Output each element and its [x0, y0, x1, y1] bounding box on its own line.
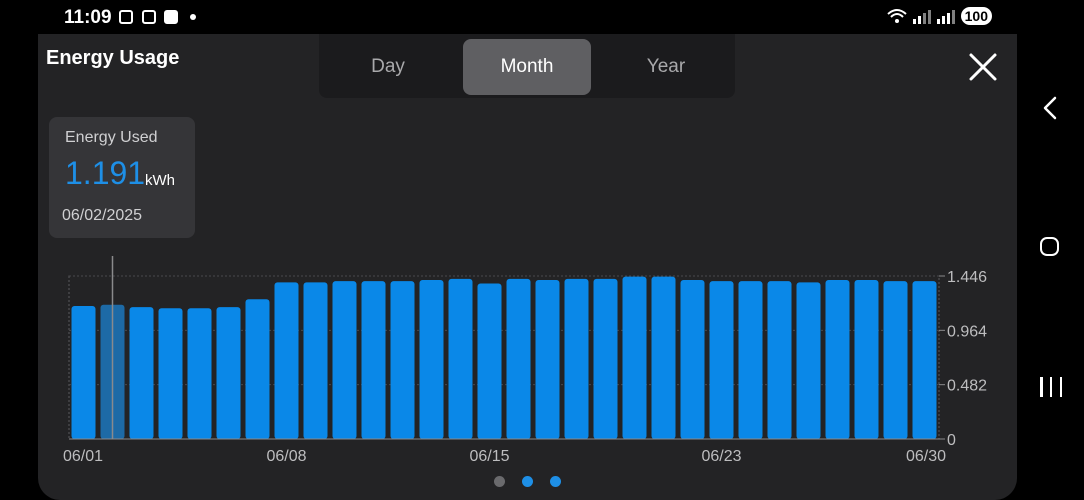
pager-dot[interactable]: [522, 476, 533, 487]
period-tab-bar: Day Month Year: [319, 34, 735, 98]
tooltip-date: 06/02/2025: [62, 207, 143, 224]
status-bar: 11:09 100: [0, 0, 1084, 34]
chart-bar[interactable]: [361, 281, 386, 439]
close-icon[interactable]: [968, 52, 998, 82]
page-title: Energy Usage: [46, 47, 180, 69]
energy-bar-chart[interactable]: 1.446 0.964 0.482 0 06/01 06/08 06/15 06/23 06/3…: [38, 34, 1017, 500]
chart-bar[interactable]: [245, 299, 270, 439]
tooltip-value: 1.191: [65, 155, 146, 191]
chart-bar[interactable]: [767, 281, 792, 439]
y-tick-label: 1.446: [947, 269, 987, 286]
y-tick-label: 0.482: [947, 378, 987, 395]
more-notifications-dot: [190, 14, 196, 20]
chart-bar[interactable]: [564, 278, 589, 439]
tab-month[interactable]: Month: [463, 39, 591, 95]
x-tick-label: 06/23: [701, 448, 741, 465]
screen-record-notification-icon: [142, 10, 156, 24]
pager-dot[interactable]: [494, 476, 505, 487]
chart-bar[interactable]: [448, 278, 473, 439]
x-tick-label: 06/15: [469, 448, 509, 465]
battery-indicator: 100: [960, 7, 992, 25]
chart-bar[interactable]: [129, 307, 154, 439]
pager-dot[interactable]: [550, 476, 561, 487]
home-button[interactable]: [1040, 237, 1059, 256]
chart-bar[interactable]: [680, 280, 705, 439]
chart-bar[interactable]: [332, 281, 357, 439]
chart-bar[interactable]: [303, 282, 328, 439]
wifi-icon: [886, 9, 907, 23]
energy-usage-panel: Energy Usage Day Month Year Energy Used …: [38, 34, 1017, 500]
chart-bar[interactable]: [477, 283, 502, 439]
x-tick-label: 06/30: [906, 448, 946, 465]
chart-bar[interactable]: [71, 305, 96, 439]
status-time: 11:09: [64, 7, 112, 28]
chart-bar[interactable]: [709, 281, 734, 439]
app-notification-icon: [164, 10, 178, 24]
chart-bar[interactable]: [535, 280, 560, 439]
chart-bar[interactable]: [419, 280, 444, 439]
recent-apps-button[interactable]: [1040, 377, 1062, 397]
chart-bar[interactable]: [883, 281, 908, 439]
chart-bar[interactable]: [158, 308, 183, 439]
tooltip-unit: kWh: [145, 172, 175, 189]
x-tick-label: 06/08: [266, 448, 306, 465]
chart-bar[interactable]: [390, 281, 415, 439]
chart-bar[interactable]: [216, 307, 241, 439]
chart-bar[interactable]: [593, 278, 618, 439]
chart-bar[interactable]: [274, 282, 299, 439]
back-icon[interactable]: [1042, 96, 1058, 120]
chart-bar[interactable]: [738, 281, 763, 439]
chart-bar[interactable]: [187, 308, 212, 439]
y-tick-label: 0.964: [947, 323, 987, 340]
x-tick-label: 06/01: [63, 448, 103, 465]
chart-bar[interactable]: [622, 276, 647, 439]
screenshot-notification-icon: [119, 10, 133, 24]
chart-bar[interactable]: [651, 276, 676, 439]
chart-bar[interactable]: [825, 280, 850, 439]
signal-icon: [912, 8, 931, 24]
chart-bar[interactable]: [796, 282, 821, 439]
tab-year[interactable]: Year: [646, 56, 686, 77]
signal-roaming-icon: [936, 8, 955, 24]
chart-bar[interactable]: [506, 278, 531, 439]
chart-bar[interactable]: [912, 281, 937, 439]
y-tick-label: 0: [947, 432, 956, 449]
tab-day[interactable]: Day: [371, 56, 405, 77]
tooltip-label: Energy Used: [65, 129, 158, 146]
chart-bar[interactable]: [854, 280, 879, 439]
energy-tooltip: Energy Used 1.191 kWh 06/02/2025: [49, 117, 195, 238]
